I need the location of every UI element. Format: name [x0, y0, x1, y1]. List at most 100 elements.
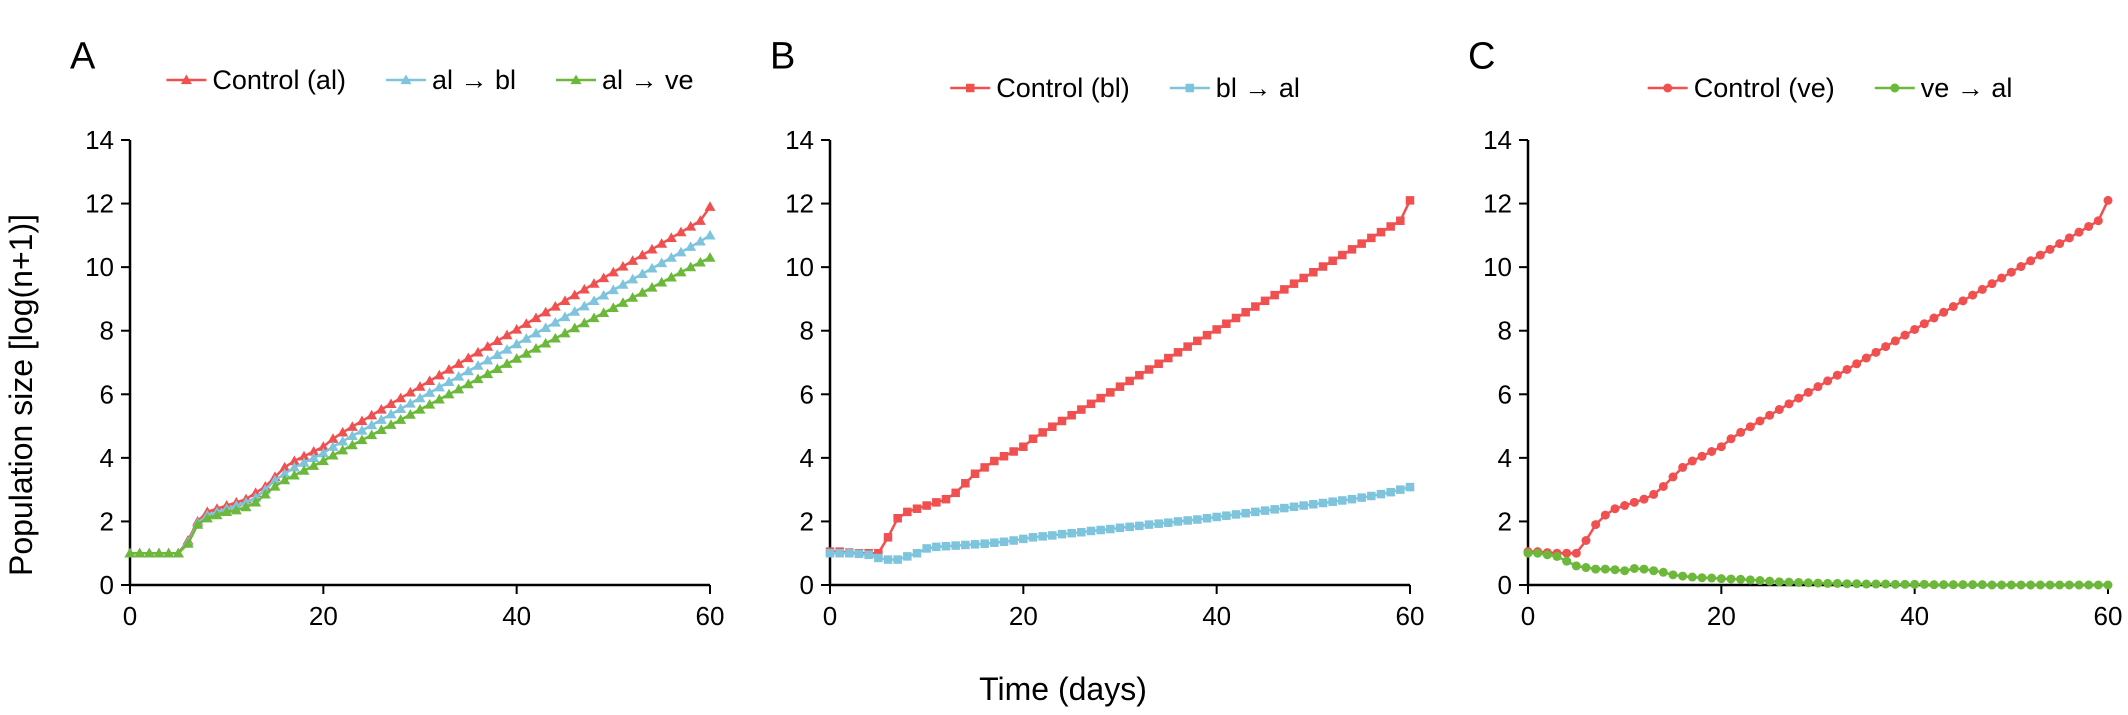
data-point: [1948, 580, 1958, 590]
data-point: [1678, 462, 1688, 472]
data-point: [874, 553, 883, 563]
data-point: [298, 457, 310, 467]
legend-label: al → bl: [432, 65, 516, 95]
x-tick-label: 20: [1707, 601, 1736, 631]
data-point: [482, 341, 494, 351]
panel-label: B: [770, 35, 795, 77]
data-point: [163, 547, 175, 558]
data-point: [1939, 580, 1949, 590]
data-point: [308, 446, 320, 456]
legend-item: al → bl: [386, 65, 516, 95]
data-point: [1726, 434, 1736, 444]
data-point: [1270, 290, 1279, 300]
data-point: [346, 430, 358, 441]
data-point: [269, 480, 281, 491]
data-point: [1222, 319, 1231, 328]
data-point: [1299, 273, 1308, 283]
data-point: [1910, 579, 1920, 589]
data-point: [1707, 573, 1717, 583]
data-point: [903, 507, 912, 517]
data-point: [1299, 501, 1308, 510]
data-point: [259, 488, 271, 499]
data-point: [462, 352, 474, 363]
data-point: [1251, 302, 1260, 311]
data-point: [845, 548, 854, 558]
data-point: [1591, 564, 1601, 574]
legend-item: Control (bl): [950, 73, 1130, 103]
data-point: [1038, 532, 1047, 541]
data-point: [893, 555, 902, 564]
data-point: [337, 426, 349, 437]
data-point: [627, 255, 639, 265]
data-point: [1997, 273, 2007, 283]
data-point: [1600, 564, 1610, 574]
data-point: [559, 327, 571, 338]
data-point: [1571, 548, 1581, 558]
data-point: [2074, 580, 2084, 590]
y-tick-label: 2: [1498, 506, 1512, 536]
data-point: [1803, 578, 1813, 588]
data-point: [922, 501, 931, 510]
data-point: [1813, 578, 1823, 588]
data-point: [665, 271, 677, 282]
data-point: [404, 409, 416, 419]
data-point: [482, 368, 494, 379]
data-point: [240, 501, 252, 512]
data-point: [675, 246, 687, 257]
x-tick-label: 60: [696, 601, 725, 631]
data-point: [1890, 336, 1900, 346]
data-point: [453, 370, 465, 381]
data-point: [704, 201, 716, 211]
series-al-bl: [124, 229, 716, 558]
data-point: [1842, 579, 1852, 589]
data-point: [540, 306, 552, 317]
data-point: [501, 358, 513, 368]
data-point: [999, 537, 1009, 547]
data-point: [1591, 520, 1601, 530]
data-point: [1260, 506, 1270, 515]
data-point: [685, 261, 697, 272]
data-point: [472, 346, 484, 357]
data-point: [588, 295, 600, 305]
data-point: [1581, 536, 1591, 545]
data-point: [675, 266, 687, 277]
data-point: [656, 238, 668, 248]
series-line: [1528, 199, 2110, 555]
data-point: [1048, 531, 1057, 540]
data-point: [1639, 564, 1649, 574]
data-point: [980, 463, 989, 472]
data-point: [298, 450, 310, 461]
data-point: [694, 235, 706, 246]
data-point: [1987, 580, 1997, 590]
data-point: [627, 273, 639, 284]
data-point: [511, 323, 523, 334]
data-point: [1222, 511, 1231, 520]
data-point: [2035, 580, 2045, 590]
data-point: [1135, 370, 1144, 380]
y-tick-label: 6: [1498, 379, 1512, 409]
data-point: [433, 369, 445, 380]
data-point: [1871, 579, 1881, 589]
data-point: [941, 541, 951, 551]
data-point: [472, 360, 484, 370]
legend-item: al → ve: [556, 65, 694, 95]
data-point: [912, 548, 922, 558]
data-point: [1745, 422, 1755, 432]
data-point: [1794, 393, 1804, 403]
data-point: [1367, 233, 1376, 243]
data-point: [453, 383, 465, 394]
y-tick-label: 8: [100, 316, 114, 346]
y-tick-label: 8: [1498, 316, 1512, 346]
data-point: [1958, 580, 1968, 590]
data-point: [646, 243, 658, 254]
data-point: [854, 549, 864, 559]
data-point: [2055, 239, 2065, 249]
data-point: [932, 498, 941, 507]
data-point: [1048, 422, 1057, 431]
data-point: [2084, 221, 2094, 231]
x-tick-label: 40: [502, 601, 531, 631]
data-point: [482, 354, 494, 365]
data-point: [1987, 279, 1997, 289]
data-point: [932, 542, 941, 552]
data-point: [1009, 447, 1018, 456]
